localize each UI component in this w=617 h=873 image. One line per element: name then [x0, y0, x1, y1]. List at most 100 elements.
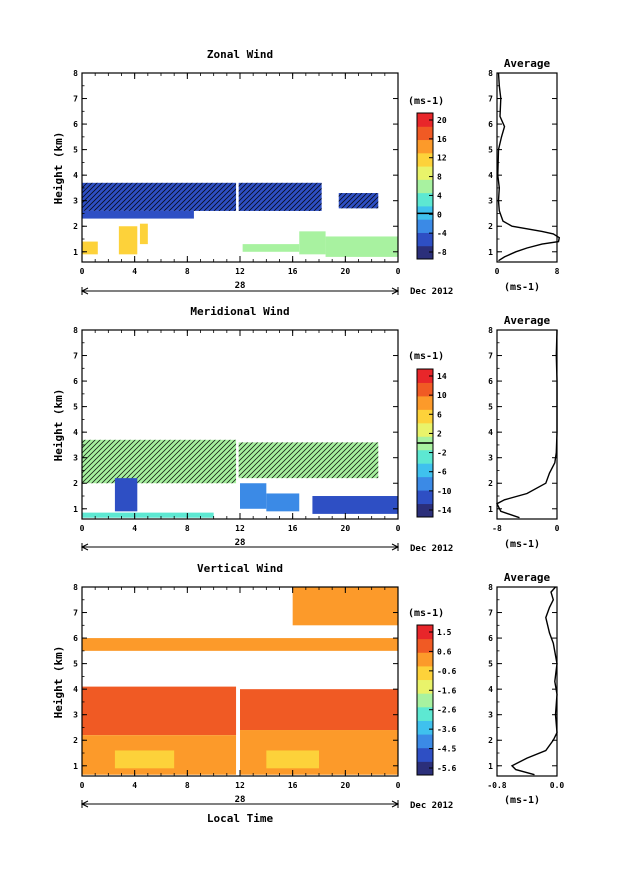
colorbar-tick-label: 0: [437, 210, 442, 219]
colorbar-segment: [417, 179, 433, 194]
profile-x-label: (ms-1): [504, 539, 540, 550]
colorbar-segment: [417, 463, 433, 478]
data-region: [240, 689, 398, 731]
colorbar-segment: [417, 747, 433, 762]
colorbar-tick-label: -4: [437, 229, 447, 238]
y-tick-label: 6: [488, 634, 493, 643]
x-tick-label: 0: [495, 267, 500, 276]
profile-x-label: (ms-1): [504, 795, 540, 806]
y-tick-label: 7: [73, 352, 78, 361]
y-tick-label: 3: [73, 454, 78, 463]
data-region: [312, 496, 398, 514]
y-tick-label: 3: [73, 711, 78, 720]
y-tick-label: 5: [73, 403, 78, 412]
x-tick-label: 16: [288, 267, 298, 276]
colorbar-tick-label: 1.5: [437, 628, 452, 637]
x-tick-label: 12: [235, 267, 245, 276]
profile-line: [510, 586, 558, 776]
colorbar-segment: [417, 449, 433, 464]
colorbar-segment: [417, 720, 433, 735]
colorbar-segment: [417, 625, 433, 640]
colorbar-tick-label: 0.6: [437, 647, 452, 656]
colorbar-tick-label: -6: [437, 468, 447, 477]
colorbar-frame: [416, 112, 434, 260]
x-axis-label: Local Time: [207, 812, 274, 825]
x-tick-label: 8: [185, 267, 190, 276]
y-tick-label: 7: [488, 609, 493, 618]
y-tick-label: 6: [488, 120, 493, 129]
contour-hatch: [82, 182, 237, 211]
colorbar-segment: [417, 192, 433, 207]
x-tick-label: 16: [288, 524, 298, 533]
data-region: [292, 587, 398, 626]
colorbar-tick-label: 6: [437, 410, 442, 419]
plot-frame: [496, 72, 558, 263]
colorbar-segment: [417, 476, 433, 491]
date-day-label: 28: [235, 538, 246, 548]
colorbar-unit-label: (ms-1): [408, 96, 444, 107]
x-tick-label: 0: [80, 781, 85, 790]
x-tick-label: -0.8: [487, 781, 506, 790]
y-tick-label: 7: [73, 95, 78, 104]
y-tick-label: 1: [488, 762, 493, 771]
y-tick-label: 6: [73, 120, 78, 129]
colorbar-tick-label: 8: [437, 173, 442, 182]
colorbar-segment: [417, 706, 433, 721]
data-region: [82, 241, 98, 255]
x-tick-label: 12: [235, 524, 245, 533]
date-month-label: Dec 2012: [410, 287, 453, 297]
plot-frame: [496, 329, 558, 520]
y-tick-label: 3: [488, 197, 493, 206]
profile-title: Average: [504, 571, 551, 584]
x-tick-label: 0.0: [550, 781, 565, 790]
colorbar-tick-label: -3.6: [437, 725, 456, 734]
colorbar-tick-label: 10: [437, 391, 447, 400]
contour-hatch: [338, 193, 379, 209]
vertical-average-panel: Average 1 2 3 4 5 6 7 8 -0.8 0.0 (ms-1): [487, 571, 564, 806]
date-day-label: 28: [235, 795, 246, 805]
date-day-label: 28: [235, 281, 246, 291]
y-tick-label: 3: [73, 197, 78, 206]
y-tick-label: 7: [488, 352, 493, 361]
y-tick-label: 2: [73, 479, 78, 488]
y-tick-label: 3: [488, 454, 493, 463]
x-tick-label: 20: [341, 267, 351, 276]
data-region: [266, 493, 300, 512]
y-tick-label: 1: [73, 248, 78, 257]
colorbar-segment: [417, 245, 433, 260]
y-tick-label: 2: [488, 479, 493, 488]
y-tick-label: 6: [73, 634, 78, 643]
contour-hatch: [238, 442, 379, 479]
colorbar-segment: [417, 638, 433, 653]
heatmap-title: Meridional Wind: [190, 305, 289, 318]
colorbar-tick-label: 14: [437, 372, 447, 381]
contour-hatch: [82, 439, 237, 484]
colorbar-tick-label: -5.6: [437, 764, 456, 773]
colorbar-tick-label: 20: [437, 116, 447, 125]
y-tick-label: 3: [488, 711, 493, 720]
x-tick-label: 0: [80, 267, 85, 276]
colorbar-tick-label: -14: [437, 506, 452, 515]
colorbar-segment: [417, 139, 433, 154]
y-tick-label: 2: [73, 736, 78, 745]
colorbar-segment: [417, 395, 433, 410]
profile-title: Average: [504, 57, 551, 70]
plot-frame: [496, 586, 558, 777]
colorbar-segment: [417, 166, 433, 180]
data-region: [114, 478, 138, 512]
y-tick-label: 4: [488, 685, 493, 694]
y-tick-label: 1: [73, 762, 78, 771]
y-tick-label: 7: [73, 609, 78, 618]
y-tick-label: 8: [488, 583, 493, 592]
colorbar-segment: [417, 382, 433, 397]
x-tick-label: 0: [396, 781, 401, 790]
y-tick-label: 5: [73, 660, 78, 669]
colorbar-unit-label: (ms-1): [408, 608, 444, 619]
x-tick-label: 20: [341, 524, 351, 533]
y-tick-label: 4: [73, 685, 78, 694]
data-region: [299, 231, 326, 255]
colorbar-segment: [417, 761, 433, 776]
colorbar-segment: [417, 126, 433, 141]
